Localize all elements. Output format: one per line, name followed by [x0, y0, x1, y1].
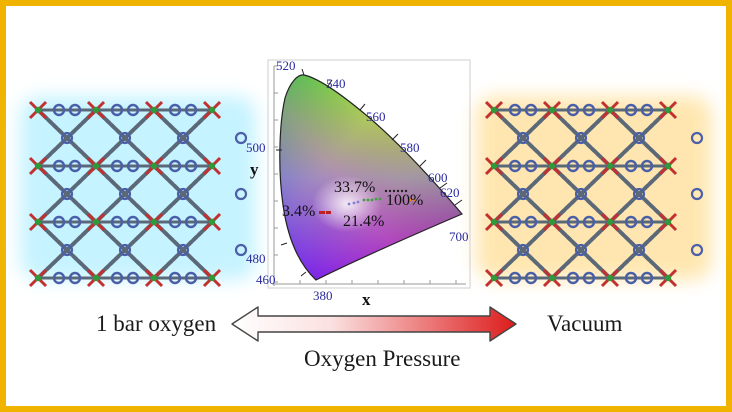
left-mof-lattice-icon	[28, 100, 248, 288]
cie-data-points	[319, 189, 416, 214]
wl-540: 540	[326, 76, 346, 91]
right-mof-lattice-icon	[484, 100, 704, 288]
cie-x-axis-label: x	[362, 290, 371, 309]
wl-600: 600	[428, 170, 448, 185]
wl-460: 460	[256, 272, 276, 287]
annotation-33-7: 33.7%	[334, 179, 375, 196]
right-condition-label: Vacuum	[547, 311, 623, 336]
annotation-21-4: 21.4%	[343, 213, 384, 230]
wl-560: 560	[366, 109, 386, 124]
annotation-3-4: 3.4%	[282, 203, 315, 220]
left-condition-label: 1 bar oxygen	[96, 311, 217, 336]
cie-y-axis-label: y	[250, 160, 259, 179]
double-headed-gradient-arrow-icon	[231, 306, 517, 342]
wl-380: 380	[313, 288, 333, 303]
annotation-100: 100%	[386, 192, 423, 209]
wl-480: 480	[246, 251, 266, 266]
pressure-axis-label: Oxygen Pressure	[304, 346, 461, 371]
wl-620: 620	[440, 185, 460, 200]
wl-520: 520	[276, 58, 296, 73]
wl-500: 500	[246, 140, 266, 155]
cie-chromaticity-diagram: 520 540 560 580 600 620 700 500 480 460 …	[246, 58, 471, 309]
wl-580: 580	[400, 140, 420, 155]
wl-700: 700	[449, 229, 469, 244]
